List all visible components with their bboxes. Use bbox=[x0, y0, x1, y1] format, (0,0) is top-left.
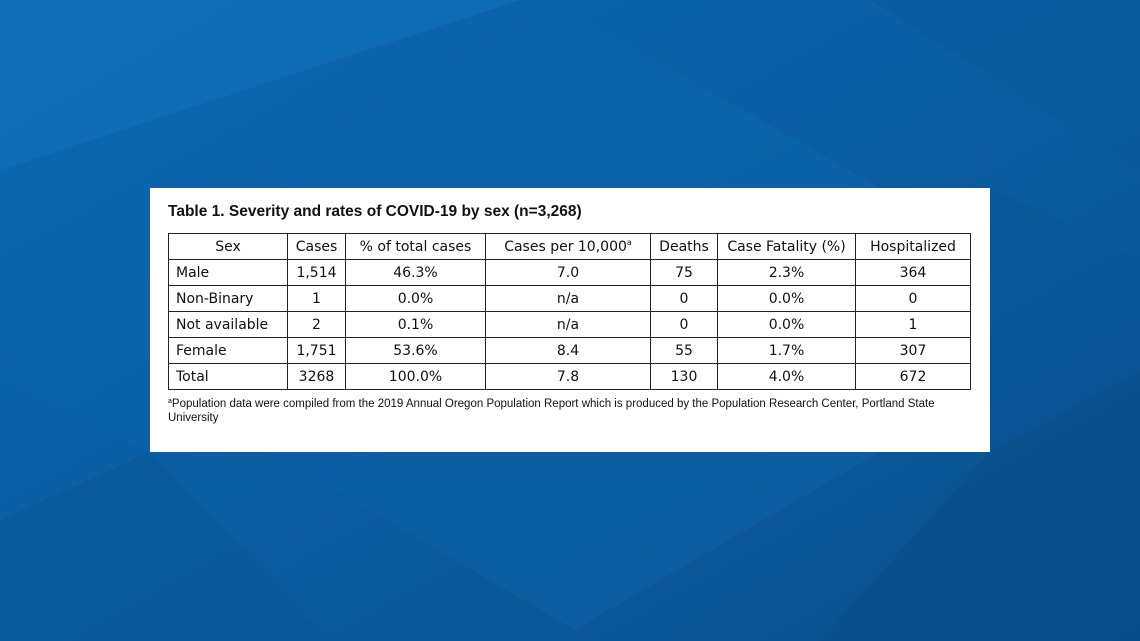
cell-sex: Male bbox=[168, 259, 288, 286]
cell-hospitalized: 672 bbox=[855, 363, 971, 390]
cell-per-10000: 7.0 bbox=[485, 259, 651, 286]
cell-sex: Total bbox=[168, 363, 288, 390]
cell-fatality: 2.3% bbox=[717, 259, 856, 286]
header-case-fatality: Case Fatality (%) bbox=[717, 233, 856, 260]
cell-hospitalized: 0 bbox=[855, 285, 971, 312]
header-deaths: Deaths bbox=[650, 233, 718, 260]
header-hospitalized: Hospitalized bbox=[855, 233, 971, 260]
header-cases-per-10000-label: Cases per 10,000 bbox=[504, 239, 627, 255]
cell-sex: Not available bbox=[168, 311, 288, 338]
cell-pct-total: 100.0% bbox=[345, 363, 486, 390]
table-header-row: Sex Cases % of total cases Cases per 10,… bbox=[168, 233, 971, 260]
cell-fatality: 1.7% bbox=[717, 337, 856, 364]
table-card: Table 1. Severity and rates of COVID-19 … bbox=[150, 188, 990, 452]
cell-deaths: 55 bbox=[650, 337, 718, 364]
cell-pct-total: 46.3% bbox=[345, 259, 486, 286]
cell-hospitalized: 364 bbox=[855, 259, 971, 286]
cell-fatality: 0.0% bbox=[717, 285, 856, 312]
table-footnote: aPopulation data were compiled from the … bbox=[168, 395, 968, 425]
table-row: Non-Binary 1 0.0% n/a 0 0.0% 0 bbox=[168, 285, 971, 312]
cell-hospitalized: 307 bbox=[855, 337, 971, 364]
footnote-marker: a bbox=[168, 398, 172, 405]
cell-sex: Non-Binary bbox=[168, 285, 288, 312]
cell-per-10000: 8.4 bbox=[485, 337, 651, 364]
covid-severity-table: Sex Cases % of total cases Cases per 10,… bbox=[168, 233, 971, 390]
table-row: Male 1,514 46.3% 7.0 75 2.3% 364 bbox=[168, 259, 971, 286]
cell-pct-total: 0.0% bbox=[345, 285, 486, 312]
header-pct-total: % of total cases bbox=[345, 233, 486, 260]
cell-deaths: 0 bbox=[650, 285, 718, 312]
cell-sex: Female bbox=[168, 337, 288, 364]
cell-cases: 1,514 bbox=[287, 259, 346, 286]
cell-hospitalized: 1 bbox=[855, 311, 971, 338]
cell-deaths: 75 bbox=[650, 259, 718, 286]
cell-per-10000: 7.8 bbox=[485, 363, 651, 390]
cell-pct-total: 53.6% bbox=[345, 337, 486, 364]
header-cases-per-10000: Cases per 10,000a bbox=[485, 233, 651, 260]
cell-per-10000: n/a bbox=[485, 311, 651, 338]
cell-cases: 1,751 bbox=[287, 337, 346, 364]
header-cases: Cases bbox=[287, 233, 346, 260]
cell-fatality: 4.0% bbox=[717, 363, 856, 390]
cell-per-10000: n/a bbox=[485, 285, 651, 312]
cell-pct-total: 0.1% bbox=[345, 311, 486, 338]
table-title: Table 1. Severity and rates of COVID-19 … bbox=[168, 203, 582, 220]
cell-fatality: 0.0% bbox=[717, 311, 856, 338]
header-sex: Sex bbox=[168, 233, 288, 260]
cell-deaths: 0 bbox=[650, 311, 718, 338]
table-row-total: Total 3268 100.0% 7.8 130 4.0% 672 bbox=[168, 363, 971, 390]
cell-deaths: 130 bbox=[650, 363, 718, 390]
table-row: Female 1,751 53.6% 8.4 55 1.7% 307 bbox=[168, 337, 971, 364]
cell-cases: 2 bbox=[287, 311, 346, 338]
cell-cases: 3268 bbox=[287, 363, 346, 390]
cell-cases: 1 bbox=[287, 285, 346, 312]
footnote-marker: a bbox=[626, 238, 632, 247]
table-row: Not available 2 0.1% n/a 0 0.0% 1 bbox=[168, 311, 971, 338]
footnote-text: Population data were compiled from the 2… bbox=[168, 398, 935, 424]
